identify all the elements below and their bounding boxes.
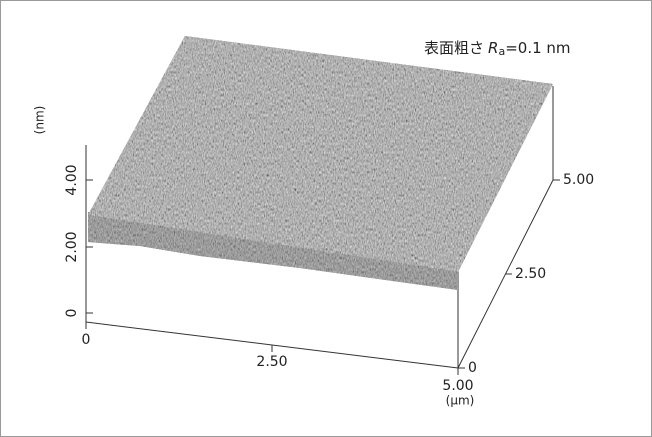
annotation-subscript: a: [498, 45, 505, 58]
figure: (nm) 0 2.00 4.00 0 2.50 5.00 (μm) 0 2.50…: [0, 0, 652, 437]
z-tick-label: 2.00: [64, 231, 80, 262]
annotation-symbol: R: [488, 39, 498, 57]
y-tick-label: 5.00: [563, 172, 594, 188]
y-tick-label: 0: [468, 360, 477, 376]
annotation-value: =0.1 nm: [505, 39, 570, 57]
x-tick-label: 0: [82, 332, 91, 348]
x-tick-label: 2.50: [256, 354, 287, 370]
annotation-label: 表面粗さ: [424, 39, 484, 57]
x-unit: (μm): [446, 394, 475, 408]
z-tick-label: 4.00: [64, 164, 80, 195]
y-tick-label: 2.50: [515, 266, 546, 282]
z-unit: (nm): [33, 106, 47, 135]
z-tick-label: 0: [64, 309, 80, 318]
x-tick-label: 5.00: [442, 378, 473, 394]
